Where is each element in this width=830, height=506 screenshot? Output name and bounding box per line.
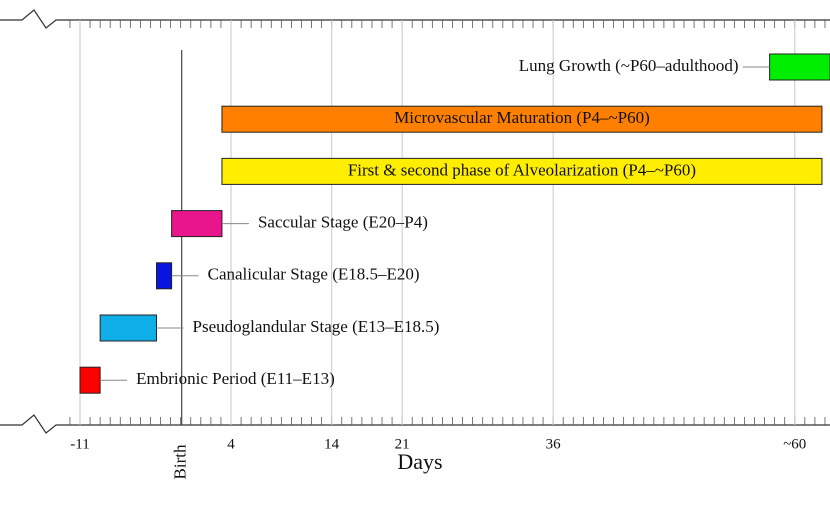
task-bar	[99, 314, 158, 342]
task-bar	[79, 366, 101, 394]
task-bar	[221, 105, 823, 133]
task-label: Embrionic Period (E11–E13)	[136, 369, 335, 388]
task-bar	[221, 157, 823, 185]
task-bar	[156, 262, 173, 290]
task-bar	[171, 210, 223, 238]
x-tick-label: 21	[395, 436, 410, 452]
task-label: Microvascular Maturation (P4–~P60)	[394, 108, 650, 127]
top-axis	[0, 9, 830, 29]
bottom-axis	[0, 414, 830, 434]
task-label: Canalicular Stage (E18.5–E20)	[208, 265, 420, 284]
task-label: Saccular Stage (E20–P4)	[258, 213, 428, 232]
task-bar	[769, 53, 830, 81]
x-tick-label: 14	[324, 436, 340, 452]
birth-label: Birth	[171, 444, 190, 479]
x-axis-label: Days	[397, 449, 442, 474]
x-tick-label: ~60	[783, 436, 806, 452]
x-tick-label: -11	[70, 436, 89, 452]
x-tick-label: 36	[546, 436, 562, 452]
task-label: Lung Growth (~P60–adulthood)	[519, 56, 739, 75]
task-label: First & second phase of Alveolarization …	[348, 160, 696, 179]
task-label: Pseudoglandular Stage (E13–E18.5)	[193, 317, 440, 336]
x-tick-label: 4	[227, 436, 235, 452]
